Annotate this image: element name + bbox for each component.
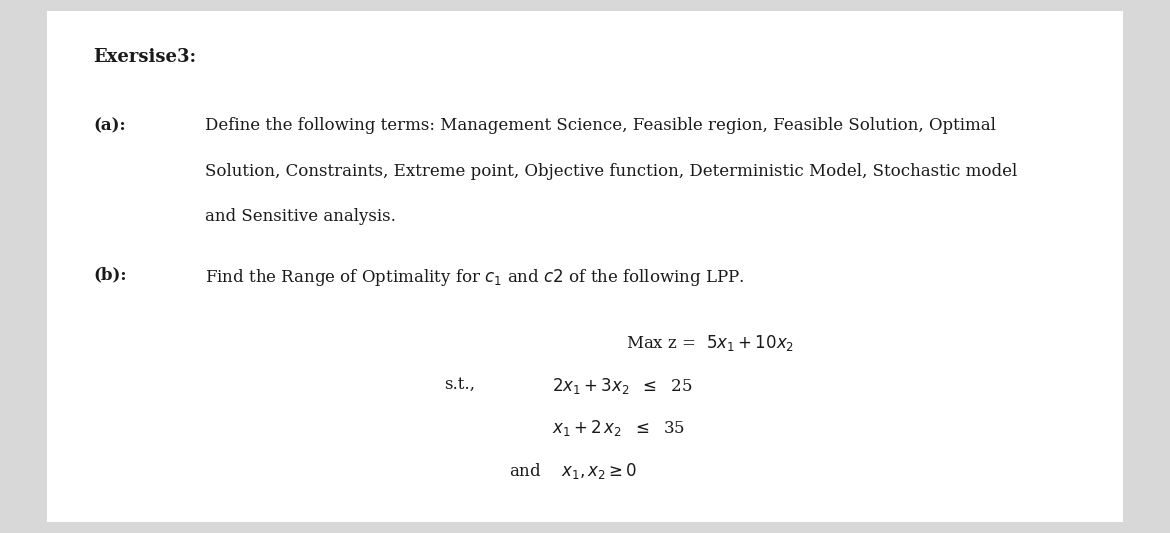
Text: $2x_1 + 3x_2$  $\leq$  25: $2x_1 + 3x_2$ $\leq$ 25 [552,376,693,396]
Text: (a):: (a): [94,117,126,134]
Text: Max z =  $5x_1 + 10x_2$: Max z = $5x_1 + 10x_2$ [626,333,794,353]
Text: Solution, Constraints, Extreme point, Objective function, Deterministic Model, S: Solution, Constraints, Extreme point, Ob… [205,163,1017,180]
Text: and Sensitive analysis.: and Sensitive analysis. [205,208,395,225]
Text: Define the following terms: Management Science, Feasible region, Feasible Soluti: Define the following terms: Management S… [205,117,996,134]
FancyBboxPatch shape [47,11,1123,522]
Text: s.t.,: s.t., [445,376,475,393]
Text: (b):: (b): [94,266,128,284]
Text: $x_1 + 2\,x_2$  $\leq$  35: $x_1 + 2\,x_2$ $\leq$ 35 [552,418,686,439]
Text: and    $x_1, x_2 \geq 0$: and $x_1, x_2 \geq 0$ [509,461,638,481]
Text: Find the Range of Optimality for $c_1$ and $c2$ of the following LPP.: Find the Range of Optimality for $c_1$ a… [205,266,744,287]
Text: Exersise3:: Exersise3: [94,48,197,66]
